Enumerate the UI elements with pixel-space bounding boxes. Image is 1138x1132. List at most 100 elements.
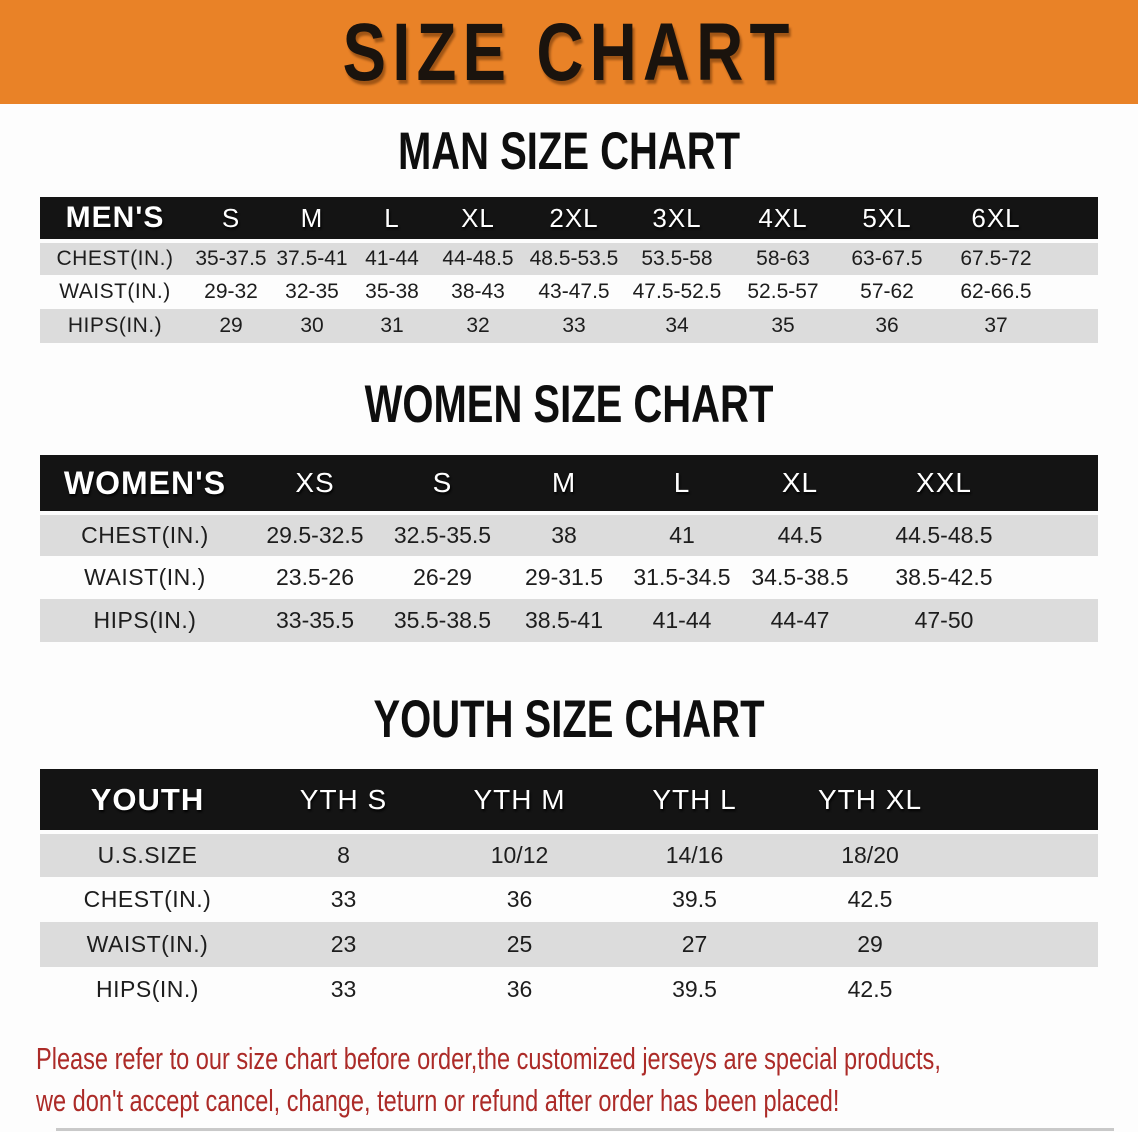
table-row: WAIST(IN.) 23.5-26 26-29 29-31.5 31.5-34.5 34… [40, 556, 1098, 599]
size-cell: 63-67.5 [851, 247, 923, 270]
table-row: WAIST(IN.) 29-32 32-35 35-38 38-43 43-47.5 47.… [40, 275, 1098, 309]
size-cell: 29-31.5 [524, 564, 603, 590]
column-header: L [384, 202, 400, 233]
header-spacer [1054, 197, 1098, 241]
column-header: XS [295, 467, 335, 498]
banner: SIZE CHART [0, 0, 1138, 104]
size-cell: 36 [506, 976, 533, 1002]
table-row: U.S.SIZE 8 10/12 14/16 18/20 [40, 832, 1098, 877]
row-label: CHEST(IN.) [81, 522, 209, 548]
column-header: 6XL [971, 202, 1021, 233]
column-header: YTH M [473, 783, 566, 815]
row-label: WAIST(IN.) [86, 931, 209, 957]
size-cell: 37.5-41 [276, 247, 348, 270]
size-cell: 33 [562, 314, 586, 337]
size-cell: 44.5 [777, 522, 823, 548]
size-cell: 27 [681, 931, 708, 957]
size-cell: 35-37.5 [195, 247, 267, 270]
column-header: 2XL [549, 202, 599, 233]
size-cell: 33-35.5 [275, 607, 354, 633]
size-cell: 33 [330, 886, 357, 912]
row-spacer [1054, 241, 1098, 275]
size-cell: 35-38 [365, 280, 419, 303]
size-cell: 29-32 [204, 280, 258, 303]
size-cell: 42.5 [847, 976, 893, 1002]
row-spacer [1029, 513, 1098, 556]
column-header: YTH S [299, 783, 388, 815]
row-label: WAIST(IN.) [84, 564, 206, 590]
table-row: WAIST(IN.) 23 25 27 29 [40, 922, 1098, 967]
size-cell: 36 [875, 314, 899, 337]
size-cell: 14/16 [665, 842, 724, 868]
size-cell: 35.5-38.5 [393, 607, 492, 633]
size-cell: 37 [984, 314, 1008, 337]
size-cell: 43-47.5 [538, 280, 610, 303]
column-header: 4XL [758, 202, 808, 233]
row-label: CHEST(IN.) [56, 247, 174, 270]
size-cell: 36 [506, 886, 533, 912]
size-cell: 26-29 [413, 564, 472, 590]
table-row: HIPS(IN.) 33-35.5 35.5-38.5 38.5-41 41-44 44-… [40, 599, 1098, 642]
row-spacer [1029, 599, 1098, 642]
row-spacer [1054, 275, 1098, 309]
banner-title: SIZE CHART [342, 5, 796, 99]
size-cell: 47.5-52.5 [632, 280, 722, 303]
row-label: U.S.SIZE [97, 842, 198, 868]
size-cell: 29 [857, 931, 883, 957]
column-header: XXL [916, 467, 972, 498]
column-header: S [432, 467, 453, 498]
row-spacer [958, 877, 1098, 922]
section-youth: YOUTH SIZE CHART YOUTH YTH S YTH M YTH L YTH… [0, 692, 1138, 1012]
size-cell: 41-44 [652, 607, 712, 633]
size-cell: 30 [300, 314, 324, 337]
row-label: CHEST(IN.) [83, 886, 212, 912]
size-cell: 39.5 [672, 886, 717, 912]
row-spacer [1029, 556, 1098, 599]
table-title: MEN'S [65, 201, 165, 234]
size-cell: 23.5-26 [275, 564, 354, 590]
table-title: WOMEN'S [63, 464, 227, 501]
row-label: HIPS(IN.) [96, 976, 199, 1002]
size-cell: 38.5-41 [524, 607, 603, 633]
column-header: M [551, 467, 577, 498]
women-size-table: WOMEN'S XS S M L XL XXL CHEST(IN.) 29.5-32.5 32.5… [40, 455, 1098, 642]
header-spacer [1029, 455, 1098, 513]
size-cell: 44.5-48.5 [895, 522, 993, 548]
footer-line-1: Please refer to our size chart before or… [36, 1041, 941, 1076]
column-header: XL [461, 202, 495, 233]
men-section-heading: MAN SIZE CHART [397, 122, 741, 182]
table-header-row: MEN'S S M L XL 2XL 3XL 4XL 5XL 6XL [40, 197, 1098, 241]
size-cell: 29 [219, 314, 243, 337]
size-cell: 38-43 [451, 280, 505, 303]
size-cell: 31.5-34.5 [633, 564, 731, 590]
size-cell: 39.5 [672, 976, 717, 1002]
size-cell: 18/20 [841, 842, 899, 868]
column-header: 5XL [862, 202, 912, 233]
size-cell: 62-66.5 [960, 280, 1032, 303]
size-cell: 67.5-72 [960, 247, 1032, 270]
size-cell: 32.5-35.5 [393, 522, 492, 548]
row-label: WAIST(IN.) [59, 280, 171, 303]
table-row: CHEST(IN.) 29.5-32.5 32.5-35.5 38 41 44.5 44.5… [40, 513, 1098, 556]
row-spacer [958, 922, 1098, 967]
size-cell: 25 [506, 931, 533, 957]
column-header: XL [781, 467, 819, 498]
size-cell: 8 [337, 842, 350, 868]
table-header-row: WOMEN'S XS S M L XL XXL [40, 455, 1098, 513]
table-row: CHEST(IN.) 35-37.5 37.5-41 41-44 44-48.5 48.5… [40, 241, 1098, 275]
row-spacer [1054, 309, 1098, 343]
bottom-divider [56, 1128, 1114, 1131]
size-cell: 32 [466, 314, 490, 337]
size-cell: 52.5-57 [747, 280, 819, 303]
section-women: WOMEN SIZE CHART WOMEN'S XS S M L XL XXL CHEST(… [0, 377, 1138, 642]
table-header-row: YOUTH YTH S YTH M YTH L YTH XL [40, 769, 1098, 832]
footer-line-2: we don't accept cancel, change, teturn o… [36, 1083, 840, 1118]
size-cell: 10/12 [490, 842, 549, 868]
section-men: MAN SIZE CHART MEN'S S M L XL 2XL 3XL 4XL 5XL 6XL… [0, 124, 1138, 343]
table-row: HIPS(IN.) 33 36 39.5 42.5 [40, 967, 1098, 1012]
size-cell: 31 [380, 314, 404, 337]
size-cell: 38.5-42.5 [895, 564, 993, 590]
table-row: HIPS(IN.) 29 30 31 32 33 34 35 36 37 [40, 309, 1098, 343]
size-cell: 47-50 [914, 607, 974, 633]
